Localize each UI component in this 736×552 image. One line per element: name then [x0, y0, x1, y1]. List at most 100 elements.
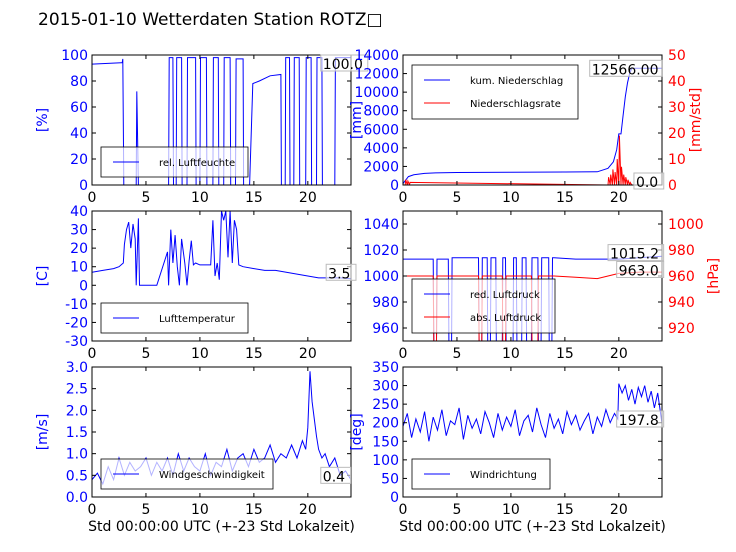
y2-tick-label: 0: [668, 178, 677, 194]
value-annotation-box: [607, 244, 665, 262]
value-annotation-box: [589, 59, 663, 77]
value-annotation: 963.0: [619, 264, 659, 280]
legend: rel. Luftfeuchte: [100, 146, 249, 178]
value-annotation: 197.8: [619, 413, 659, 429]
y-tick-label: 2.5: [66, 382, 88, 398]
x-tick-label: 5: [141, 346, 150, 362]
x-tick-label: 15: [245, 502, 263, 518]
y2-axis-label: [hPa]: [706, 258, 722, 294]
value-annotation-box: [320, 54, 369, 72]
y-tick-label: 10000: [354, 85, 399, 101]
x-tick-label: 0: [88, 502, 97, 518]
y-tick-label: 40: [70, 126, 88, 142]
legend-entry: Windgeschwindigkeit: [159, 470, 265, 481]
x-axis-label: Std 00:00:00 UTC (+-23 Std Lokalzeit): [88, 519, 355, 535]
legend-entry: kum. Niederschlag: [470, 76, 563, 87]
chart-panel-p3: 0 5 10 15 20 -30 -20 -10 0 10 20 30 40 [C] 3.5 Lufttemp…: [35, 204, 357, 362]
y-tick-label: 0.5: [66, 468, 88, 484]
x-tick-label: 10: [502, 190, 520, 206]
y-tick-label: 20: [70, 241, 88, 257]
y2-tick-label: 10: [668, 152, 686, 168]
x-tick-label: 0: [399, 190, 408, 206]
y-tick-label: 0: [79, 278, 88, 294]
y-axis-label: [%]: [35, 108, 51, 132]
x-tick-label: 20: [610, 190, 628, 206]
x-tick-label: 10: [191, 502, 209, 518]
y2-tick-label: 940: [668, 295, 695, 311]
series-line-lufttemperatur: [92, 211, 351, 286]
y-tick-label: 1.5: [66, 425, 88, 441]
y-tick-label: 60: [70, 100, 88, 116]
value-annotation: 12566.00: [592, 62, 659, 78]
y-tick-label: 8000: [363, 104, 399, 120]
value-annotation-box: [325, 263, 357, 281]
y-tick-label: 1020: [363, 243, 399, 259]
y-tick-label: 30: [70, 223, 88, 239]
y-tick-label: 2000: [363, 159, 399, 175]
legend: Windgeschwindigkeit: [100, 458, 274, 490]
legend: red. Luftdruck abs. Luftdruck: [411, 278, 556, 334]
value-annotation: 3.5: [328, 266, 350, 282]
y-axis-label: [m/s]: [35, 414, 51, 451]
legend: Windrichtung: [411, 458, 551, 490]
chart-panel-p4: 0 5 10 15 20 960 980 1000 1020 1040 920 940 960 980 10…: [363, 210, 722, 362]
y-tick-label: 6000: [363, 122, 399, 138]
legend-box: [411, 64, 579, 120]
x-tick-label: 20: [299, 190, 317, 206]
y-tick-label: -30: [65, 334, 88, 350]
y-tick-label: 100: [61, 48, 88, 64]
plot-frame: [91, 54, 352, 186]
x-tick-label: 15: [556, 346, 574, 362]
y-tick-label: 14000: [354, 48, 399, 64]
y-tick-label: 980: [372, 295, 399, 311]
y-axis-label: [C]: [35, 266, 51, 287]
x-tick-label: 15: [245, 346, 263, 362]
y-tick-label: 200: [372, 416, 399, 432]
legend-entry: Niederschlagsrate: [470, 99, 561, 110]
y-tick-label: 12000: [354, 67, 399, 83]
legend-entry: Lufttemperatur: [159, 314, 236, 325]
chart-panel-p2: 0 5 10 15 2002000400060008000100001200014000…: [349, 48, 704, 206]
y-tick-label: 0.0: [66, 490, 88, 506]
x-axis-label: Std 00:00:00 UTC (+-23 Std Lokalzeit): [399, 519, 666, 535]
value-annotation: 0.0: [636, 175, 658, 191]
y-tick-label: 0: [390, 178, 399, 194]
x-tick-label: 0: [399, 502, 408, 518]
x-tick-label: 20: [299, 346, 317, 362]
figure-title: 2015-01-10 Wetterdaten Station ROTZ□: [38, 10, 383, 30]
legend-entry: red. Luftdruck: [470, 290, 540, 301]
value-annotation: 0.4: [323, 469, 345, 485]
y2-tick-label: 960: [668, 269, 695, 285]
x-tick-label: 15: [556, 502, 574, 518]
value-annotation-box: [320, 466, 352, 484]
plot-frame: [402, 366, 663, 498]
value-annotation: 1015.2: [610, 247, 659, 263]
value-annotation-box: [616, 261, 665, 278]
x-tick-label: 20: [610, 502, 628, 518]
y-tick-label: 150: [372, 434, 399, 450]
chart-panel-p5: 0 5 10 15 20 0.0 0.5 1.0 1.5 2.0 2.5 3.0 [m/s] Std 00…: [35, 360, 355, 535]
x-tick-label: 5: [141, 190, 150, 206]
y-tick-label: 2.0: [66, 403, 88, 419]
y-tick-label: 100: [372, 453, 399, 469]
y-tick-label: 0: [79, 178, 88, 194]
value-annotation-box: [616, 410, 665, 428]
legend: Lufttemperatur: [100, 302, 249, 334]
series-line-windrichtung: [403, 383, 662, 442]
y2-tick-label: 980: [668, 243, 695, 259]
y-tick-label: 350: [372, 360, 399, 376]
legend: kum. Niederschlag Niederschlagsrate: [411, 64, 579, 120]
value-annotation-box: [633, 172, 665, 190]
y2-tick-label: 50: [668, 48, 686, 64]
series-line-niederschlagsrate: [403, 135, 662, 185]
y-tick-label: 40: [70, 204, 88, 220]
y2-tick-label: 30: [668, 100, 686, 116]
x-tick-label: 5: [452, 190, 461, 206]
value-annotation: 100.0: [323, 57, 363, 73]
y-tick-label: -10: [65, 297, 88, 313]
chart-panel-p1: 0 5 10 15 20 0 20 40 60 80 100 [%] 100.0 rel. Luftfeu…: [35, 48, 369, 206]
x-tick-label: 15: [556, 190, 574, 206]
x-tick-label: 5: [452, 502, 461, 518]
